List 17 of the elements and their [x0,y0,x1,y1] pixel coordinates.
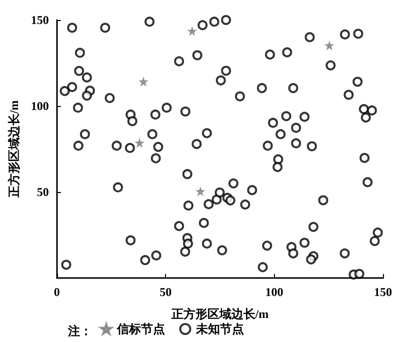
legend-label: 信标节点 [116,322,166,336]
point [196,187,204,196]
x-tick-label: 0 [54,285,60,299]
point [139,78,148,86]
y-axis-title: 正方形区域边长/m [7,100,21,199]
y-tick-label: 150 [30,13,49,27]
x-tick-label: 50 [160,285,172,299]
point [136,138,144,147]
legend-title: 注： [67,324,92,338]
point [325,42,334,50]
x-tick-label: 100 [265,285,284,299]
y-tick-label: 100 [30,99,49,113]
legend-label: 未知节点 [195,322,244,336]
x-axis-title: 正方形区域边长/m [170,307,269,321]
x-tick-label: 150 [374,285,392,299]
y-tick-label: 50 [36,185,49,199]
point [188,27,196,36]
